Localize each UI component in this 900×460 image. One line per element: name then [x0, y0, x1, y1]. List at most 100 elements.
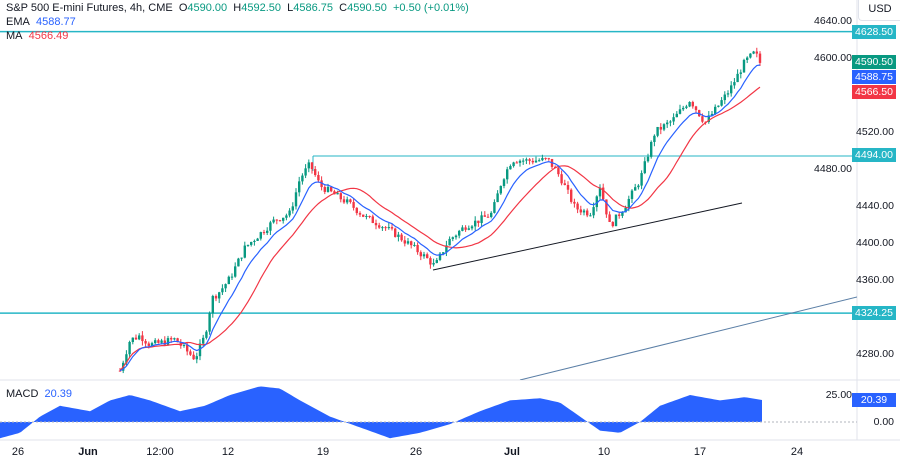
candle: [538, 160, 541, 162]
candle: [560, 174, 563, 184]
candle: [758, 53, 762, 63]
candle: [566, 184, 570, 190]
candle: [240, 257, 243, 259]
candle: [630, 190, 634, 199]
candle: [214, 296, 218, 299]
candle: [733, 82, 736, 86]
candle: [726, 93, 730, 95]
candle: [170, 338, 173, 340]
candle: [416, 244, 419, 253]
candle: [349, 199, 352, 203]
ma-value: 4566.49: [28, 30, 69, 42]
candle: [490, 212, 493, 217]
price-label: 4324.25: [852, 306, 896, 320]
candle: [310, 162, 314, 170]
candle: [234, 266, 237, 277]
candle: [259, 232, 262, 239]
candle: [157, 340, 160, 343]
candle: [419, 252, 422, 257]
price-pane: [0, 30, 857, 380]
ema-label: EMA: [6, 16, 30, 28]
candle: [387, 227, 390, 229]
ma-legend[interactable]: MA 4566.49: [6, 30, 68, 43]
candle: [323, 187, 326, 192]
candle: [454, 235, 458, 238]
candle: [656, 126, 659, 136]
candle: [467, 228, 470, 230]
candle: [746, 57, 749, 60]
candle: [525, 159, 528, 161]
candle: [400, 234, 403, 241]
candle: [608, 214, 611, 222]
candle: [352, 202, 355, 208]
candle: [614, 214, 618, 227]
candle: [707, 115, 710, 122]
candle: [221, 288, 224, 293]
high-label: H: [233, 2, 242, 14]
candle: [592, 207, 595, 216]
time-tick: 10: [597, 446, 611, 458]
candle: [397, 234, 400, 237]
close-label: C: [339, 2, 348, 14]
candle: [605, 199, 608, 215]
candle: [701, 116, 704, 122]
candle: [438, 253, 442, 260]
candle: [669, 121, 672, 123]
time-tick: 17: [693, 446, 707, 458]
price-tick: 4280.00: [856, 348, 894, 360]
candle: [678, 109, 682, 114]
candle: [627, 198, 630, 208]
candle: [189, 351, 192, 355]
currency-button[interactable]: USD: [858, 0, 900, 21]
candle: [522, 160, 525, 162]
candle: [755, 51, 758, 54]
symbol-title: S&P 500 E-mini Futures, 4h, CME: [6, 2, 173, 14]
candle: [730, 85, 733, 94]
candle: [304, 168, 307, 176]
candle: [138, 335, 141, 340]
candle: [192, 354, 195, 360]
macd-value-label: 20.39: [852, 393, 896, 407]
candle: [237, 258, 240, 267]
candle: [346, 199, 349, 203]
price-label: 4628.50: [852, 25, 896, 39]
candle: [429, 258, 432, 265]
ema-legend[interactable]: EMA 4588.77: [6, 16, 76, 29]
candle: [285, 215, 288, 218]
candle: [515, 162, 518, 164]
candle: [307, 162, 310, 169]
candle: [474, 220, 477, 227]
candle: [362, 214, 365, 217]
candle: [589, 215, 592, 217]
candle: [294, 192, 298, 207]
candle: [502, 179, 506, 186]
candle: [611, 221, 614, 227]
price-tick: 4360.00: [856, 274, 894, 286]
candle: [282, 217, 285, 221]
candle: [643, 161, 646, 174]
low-value: 4586.75: [293, 2, 334, 14]
candle: [570, 189, 573, 202]
candle: [496, 193, 499, 203]
candle: [509, 166, 512, 170]
candle: [461, 227, 464, 231]
candle: [381, 227, 384, 229]
price-label: 4588.75: [852, 70, 896, 84]
candle: [752, 51, 755, 54]
macd-label: MACD: [6, 388, 39, 400]
candle: [195, 356, 198, 360]
candle: [749, 53, 752, 58]
candle: [598, 187, 602, 197]
candle: [278, 220, 282, 222]
macd-legend[interactable]: MACD 20.39: [6, 388, 72, 401]
ema-line: [119, 64, 761, 372]
candle: [211, 296, 214, 314]
candle: [298, 181, 301, 193]
candle: [422, 254, 426, 257]
candle: [208, 313, 211, 332]
candle: [688, 102, 691, 107]
candle: [499, 185, 502, 194]
candle: [390, 227, 394, 229]
